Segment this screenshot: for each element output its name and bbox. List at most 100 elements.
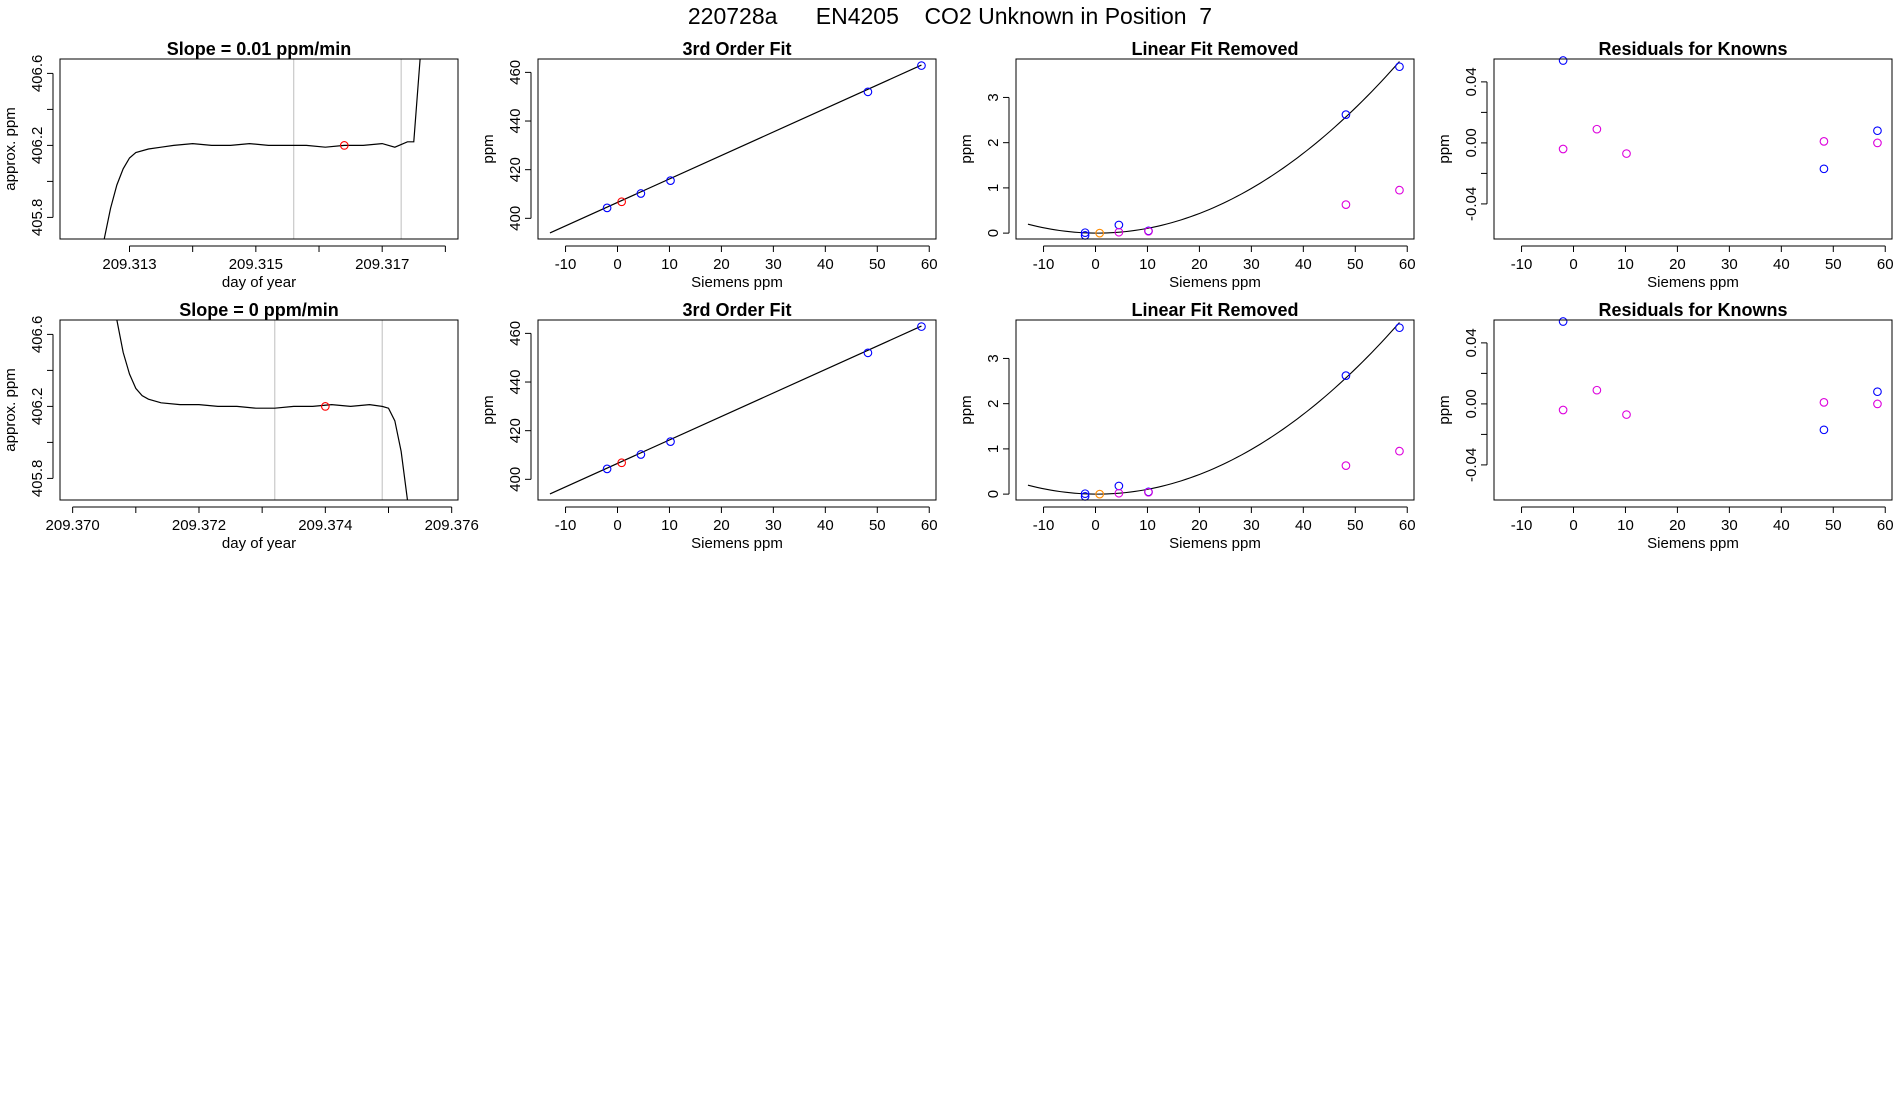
data-point bbox=[1558, 56, 1568, 65]
data-point bbox=[1341, 200, 1351, 209]
x-tick-label: 209.315 bbox=[229, 256, 283, 273]
panel-title: Slope = 0.01 ppm/min bbox=[167, 39, 352, 59]
y-axis-label: ppm bbox=[1436, 134, 1453, 163]
x-tick-label: 0 bbox=[613, 256, 621, 273]
data-point bbox=[666, 437, 675, 446]
x-tick-label: 30 bbox=[1721, 256, 1738, 273]
data-point bbox=[636, 450, 646, 459]
plot-frame bbox=[1493, 319, 1893, 501]
data-point bbox=[863, 348, 873, 358]
panel-4: Residuals for Knowns -10 0 10 20 30 40 50 60 Siem… bbox=[1436, 39, 1894, 291]
y-axis-label: ppm bbox=[480, 134, 497, 163]
data-point bbox=[1558, 405, 1568, 415]
x-axis: -10 0 10 20 30 40 50 60 Siemens ppm bbox=[1033, 245, 1416, 291]
panel-3: Linear Fit Removed-10 0 10 20 30 40 50 60Siemen… bbox=[958, 39, 1416, 291]
y-tick-label: 0.04 bbox=[1463, 67, 1480, 96]
plot-frame bbox=[537, 58, 937, 240]
data-point bbox=[1114, 488, 1124, 498]
y-tick-label: 2 bbox=[985, 138, 1002, 146]
x-tick-label: -10 bbox=[555, 517, 577, 534]
y-tick-label: 420 bbox=[507, 418, 524, 443]
data-point bbox=[1395, 185, 1404, 195]
y-tick-label: 440 bbox=[507, 370, 524, 395]
x-axis: -10 0 10 20 30 40 50 60 Siemens ppm bbox=[555, 245, 938, 291]
data-point bbox=[1080, 228, 1090, 238]
x-axis: 209.370 209.372 209.374 209.376 day of year bbox=[46, 506, 479, 552]
y-tick-label: 0.00 bbox=[1463, 389, 1480, 418]
x-axis-label: Siemens ppm bbox=[691, 535, 783, 552]
plot-frame bbox=[1493, 58, 1893, 240]
x-tick-label: 209.370 bbox=[46, 517, 100, 534]
panel-7: Linear Fit Removed-10 0 10 20 30 40 50 60Siemen… bbox=[958, 300, 1416, 552]
y-tick-label: 3 bbox=[985, 354, 1002, 362]
x-tick-label: 50 bbox=[869, 517, 886, 534]
y-tick-label: 406.2 bbox=[29, 127, 46, 165]
plot-marks bbox=[103, 59, 421, 239]
data-point bbox=[1819, 137, 1829, 146]
y-axis: 405.8 406.2 406.6 approx. ppm bbox=[2, 316, 54, 497]
plot-marks bbox=[549, 325, 922, 495]
x-axis-label: Siemens ppm bbox=[1647, 274, 1739, 291]
plot-marks bbox=[116, 320, 409, 500]
y-tick-label: 1 bbox=[985, 445, 1002, 453]
x-tick-label: 209.317 bbox=[355, 256, 409, 273]
y-tick-label: 406.6 bbox=[29, 316, 46, 354]
x-tick-label: 0 bbox=[1091, 256, 1099, 273]
y-tick-label: 0.00 bbox=[1463, 128, 1480, 157]
y-tick-label: 400 bbox=[507, 206, 524, 231]
series-line bbox=[549, 64, 922, 234]
x-axis-label: Siemens ppm bbox=[1169, 274, 1261, 291]
y-tick-label: -0.04 bbox=[1463, 448, 1480, 482]
x-tick-label: 30 bbox=[765, 256, 782, 273]
y-axis-label: ppm bbox=[958, 134, 975, 163]
data-point bbox=[917, 322, 926, 331]
panel-8: Residuals for Knowns -10 0 10 20 30 40 50 60 Siem… bbox=[1436, 300, 1894, 552]
x-axis: -10 0 10 20 30 40 50 60 Siemens ppm bbox=[1511, 245, 1894, 291]
y-axis-label: ppm bbox=[480, 395, 497, 424]
y-tick-label: 406.6 bbox=[29, 55, 46, 93]
plot-frame bbox=[1015, 319, 1415, 501]
data-point bbox=[1558, 317, 1568, 326]
plot-marks bbox=[1027, 322, 1400, 495]
data-point bbox=[1144, 487, 1153, 497]
y-axis-label: ppm bbox=[1436, 395, 1453, 424]
x-tick-label: 0 bbox=[1569, 517, 1577, 534]
data-point bbox=[617, 197, 627, 207]
x-axis: -10 0 10 20 30 40 50 60 Siemens ppm bbox=[1511, 506, 1894, 552]
data-point bbox=[1873, 126, 1882, 136]
plot-frame bbox=[59, 58, 459, 240]
y-tick-label: 420 bbox=[507, 157, 524, 182]
y-tick-label: 406.2 bbox=[29, 388, 46, 426]
y-tick-label: 405.8 bbox=[29, 199, 46, 237]
x-tick-label: 0 bbox=[1091, 517, 1099, 534]
y-axis: -0.04 0.00 0.04 ppm bbox=[1436, 67, 1488, 221]
x-tick-label: 60 bbox=[1399, 517, 1416, 534]
data-point bbox=[1341, 461, 1351, 470]
data-point bbox=[1558, 144, 1568, 154]
y-axis: 400 420 440 460 ppm bbox=[480, 321, 532, 492]
data-point bbox=[917, 61, 926, 70]
y-tick-label: 2 bbox=[985, 399, 1002, 407]
x-axis: -10 0 10 20 30 40 50 60 Siemens ppm bbox=[555, 506, 938, 552]
data-point bbox=[1395, 446, 1404, 456]
data-point bbox=[1114, 227, 1124, 237]
x-tick-label: 10 bbox=[661, 256, 678, 273]
x-axis-label: day of year bbox=[222, 535, 296, 552]
data-point bbox=[602, 464, 612, 474]
data-point bbox=[1819, 164, 1829, 174]
y-axis: -0.04 0.00 0.04 ppm bbox=[1436, 328, 1488, 482]
x-tick-label: 209.376 bbox=[425, 517, 479, 534]
fit-curve bbox=[1027, 61, 1400, 234]
x-tick-label: 30 bbox=[765, 517, 782, 534]
y-tick-label: 400 bbox=[507, 467, 524, 492]
x-tick-label: 10 bbox=[1617, 256, 1634, 273]
y-axis: 0 1 2 3 ppm bbox=[958, 93, 1010, 237]
x-tick-label: 0 bbox=[1569, 256, 1577, 273]
x-tick-label: 40 bbox=[1773, 517, 1790, 534]
data-point bbox=[1622, 149, 1631, 158]
data-point bbox=[617, 458, 627, 468]
x-tick-label: 50 bbox=[1825, 256, 1842, 273]
x-tick-label: 60 bbox=[1877, 256, 1894, 273]
